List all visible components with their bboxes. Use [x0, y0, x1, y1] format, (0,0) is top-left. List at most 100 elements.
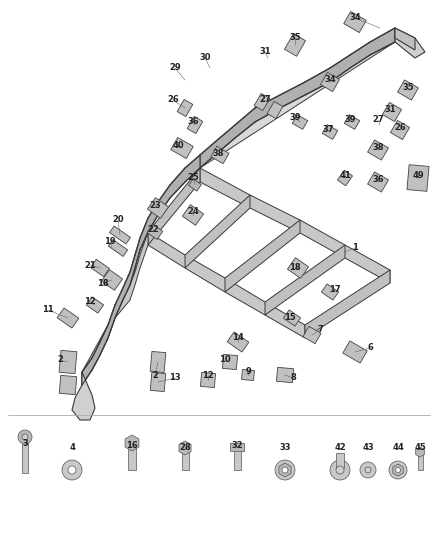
Polygon shape: [148, 198, 169, 219]
Text: 6: 6: [367, 343, 373, 352]
Text: 39: 39: [344, 116, 356, 125]
Polygon shape: [395, 28, 425, 58]
Text: 34: 34: [324, 76, 336, 85]
Text: 20: 20: [112, 215, 124, 224]
Polygon shape: [189, 179, 201, 191]
Text: 18: 18: [289, 263, 301, 272]
Polygon shape: [284, 34, 306, 56]
Text: 4: 4: [69, 443, 75, 453]
Text: 33: 33: [279, 443, 291, 453]
Circle shape: [68, 466, 76, 474]
Text: 31: 31: [259, 47, 271, 56]
Polygon shape: [86, 297, 104, 313]
Circle shape: [389, 461, 407, 479]
Polygon shape: [211, 146, 229, 164]
Polygon shape: [59, 375, 77, 394]
Polygon shape: [150, 351, 166, 373]
Polygon shape: [150, 373, 166, 392]
Polygon shape: [395, 28, 415, 50]
Text: 9: 9: [245, 367, 251, 376]
Text: 11: 11: [42, 305, 54, 314]
Polygon shape: [276, 367, 293, 383]
Polygon shape: [336, 453, 344, 468]
Text: 22: 22: [147, 225, 159, 235]
Text: 40: 40: [172, 141, 184, 149]
Text: 26: 26: [167, 95, 179, 104]
Polygon shape: [287, 257, 308, 278]
Polygon shape: [416, 447, 424, 457]
Text: 41: 41: [339, 171, 351, 180]
Polygon shape: [201, 373, 215, 387]
Text: 36: 36: [372, 175, 384, 184]
Polygon shape: [148, 168, 200, 245]
Text: 17: 17: [329, 286, 341, 295]
Polygon shape: [382, 102, 402, 122]
Text: 25: 25: [187, 174, 199, 182]
Text: 24: 24: [187, 207, 199, 216]
Polygon shape: [110, 226, 131, 244]
Text: 16: 16: [126, 441, 138, 450]
Polygon shape: [407, 165, 429, 191]
Polygon shape: [179, 441, 191, 455]
Polygon shape: [59, 350, 77, 374]
Text: 27: 27: [372, 116, 384, 125]
Polygon shape: [417, 453, 423, 470]
Circle shape: [18, 430, 32, 444]
Polygon shape: [72, 372, 95, 420]
Polygon shape: [233, 450, 240, 470]
Text: 7: 7: [317, 326, 323, 335]
Text: 12: 12: [202, 370, 214, 379]
Text: 38: 38: [372, 143, 384, 152]
Text: 1: 1: [352, 244, 358, 253]
Text: 27: 27: [259, 95, 271, 104]
Polygon shape: [230, 443, 244, 451]
Polygon shape: [344, 115, 360, 130]
Polygon shape: [279, 463, 291, 477]
Circle shape: [62, 460, 82, 480]
Polygon shape: [321, 72, 339, 92]
Polygon shape: [57, 308, 79, 328]
Polygon shape: [343, 341, 367, 363]
Text: 42: 42: [334, 443, 346, 453]
Polygon shape: [292, 115, 308, 130]
Polygon shape: [322, 125, 338, 139]
Text: 19: 19: [104, 238, 116, 246]
Text: 15: 15: [284, 313, 296, 322]
Polygon shape: [283, 310, 300, 326]
Text: 3: 3: [22, 439, 28, 448]
Text: 8: 8: [290, 374, 296, 383]
Polygon shape: [321, 284, 339, 300]
Polygon shape: [125, 435, 139, 451]
Polygon shape: [181, 450, 188, 470]
Polygon shape: [102, 270, 123, 290]
Polygon shape: [187, 116, 203, 134]
Polygon shape: [128, 445, 136, 470]
Text: 49: 49: [412, 171, 424, 180]
Polygon shape: [337, 170, 353, 186]
Polygon shape: [223, 354, 237, 369]
Polygon shape: [367, 140, 389, 160]
Polygon shape: [303, 326, 321, 344]
Text: 44: 44: [392, 443, 404, 453]
Circle shape: [282, 467, 288, 473]
Text: 12: 12: [84, 297, 96, 306]
Text: 38: 38: [212, 149, 224, 157]
Text: 28: 28: [179, 443, 191, 453]
Text: 13: 13: [169, 374, 181, 383]
Polygon shape: [148, 232, 305, 338]
Polygon shape: [265, 245, 345, 315]
Polygon shape: [200, 28, 395, 168]
Text: 32: 32: [231, 441, 243, 450]
Text: 2: 2: [152, 370, 158, 379]
Text: 45: 45: [414, 443, 426, 453]
Polygon shape: [200, 28, 395, 168]
Text: 23: 23: [149, 200, 161, 209]
Circle shape: [336, 466, 344, 474]
Polygon shape: [344, 11, 366, 33]
Circle shape: [330, 460, 350, 480]
Text: 31: 31: [384, 106, 396, 115]
Text: 26: 26: [394, 124, 406, 133]
Text: 34: 34: [349, 13, 361, 22]
Text: 35: 35: [289, 34, 301, 43]
Polygon shape: [390, 120, 410, 140]
